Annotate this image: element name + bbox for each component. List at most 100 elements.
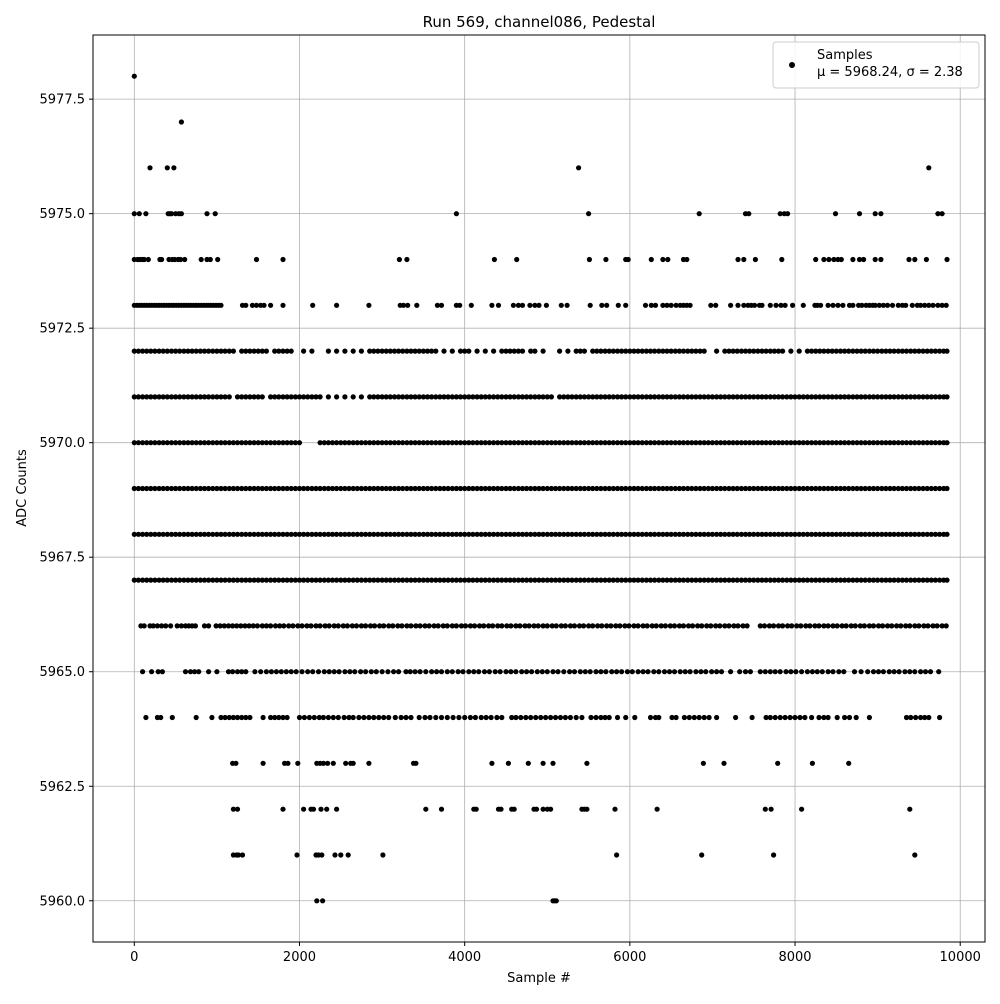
data-point bbox=[804, 394, 811, 400]
data-point bbox=[680, 577, 687, 583]
data-point bbox=[429, 485, 435, 492]
data-point bbox=[222, 440, 228, 446]
data-point bbox=[420, 440, 426, 446]
data-point bbox=[854, 485, 860, 492]
data-point bbox=[660, 485, 666, 492]
data-point bbox=[239, 348, 245, 354]
data-point bbox=[709, 669, 715, 675]
data-point bbox=[218, 577, 224, 583]
data-point bbox=[567, 669, 573, 675]
data-point bbox=[887, 485, 893, 492]
data-point bbox=[372, 623, 378, 629]
data-point bbox=[511, 577, 517, 583]
data-point bbox=[453, 577, 459, 583]
data-point bbox=[330, 760, 336, 766]
data-point bbox=[284, 348, 290, 354]
data-point bbox=[346, 531, 352, 537]
data-point bbox=[503, 348, 509, 354]
data-point bbox=[632, 714, 638, 721]
data-point bbox=[252, 669, 258, 675]
data-point bbox=[926, 302, 932, 308]
data-point bbox=[222, 714, 228, 721]
data-point bbox=[883, 348, 889, 354]
data-point bbox=[598, 714, 604, 721]
data-point bbox=[234, 623, 240, 629]
data-point bbox=[532, 394, 538, 400]
data-point bbox=[644, 623, 650, 629]
data-point bbox=[714, 669, 720, 675]
data-point bbox=[944, 348, 950, 354]
data-point bbox=[247, 394, 253, 400]
data-point bbox=[768, 806, 774, 812]
data-point bbox=[544, 623, 550, 629]
data-point bbox=[870, 623, 877, 629]
data-point bbox=[831, 256, 837, 263]
data-point bbox=[156, 577, 162, 583]
data-point bbox=[594, 440, 600, 446]
data-point bbox=[584, 760, 590, 766]
data-point bbox=[148, 440, 154, 446]
data-point bbox=[276, 348, 282, 354]
data-point bbox=[763, 531, 769, 537]
data-point bbox=[713, 623, 719, 629]
data-point bbox=[301, 714, 307, 721]
data-point bbox=[738, 348, 745, 354]
data-point bbox=[903, 623, 909, 629]
x-tick-label: 10000 bbox=[940, 950, 981, 965]
data-point bbox=[564, 302, 570, 308]
data-point bbox=[342, 348, 348, 354]
data-point bbox=[268, 531, 274, 537]
data-point bbox=[168, 394, 175, 400]
data-point bbox=[935, 302, 941, 308]
data-point bbox=[230, 485, 236, 492]
data-point bbox=[371, 577, 377, 583]
data-point bbox=[532, 485, 538, 492]
data-point bbox=[509, 714, 515, 721]
data-point bbox=[581, 348, 588, 354]
data-point bbox=[326, 669, 332, 675]
data-point bbox=[593, 714, 599, 721]
data-point bbox=[587, 669, 593, 675]
data-point bbox=[912, 394, 918, 400]
data-point bbox=[523, 714, 529, 721]
data-point bbox=[862, 440, 868, 446]
data-point bbox=[350, 440, 356, 446]
data-point bbox=[687, 302, 693, 308]
data-point bbox=[565, 348, 571, 354]
data-point bbox=[639, 348, 645, 354]
data-point bbox=[536, 531, 542, 537]
x-tick-label: 2000 bbox=[283, 950, 316, 965]
data-point bbox=[928, 440, 934, 446]
data-point bbox=[140, 394, 146, 400]
data-point bbox=[627, 348, 633, 354]
data-point bbox=[135, 348, 141, 354]
data-point bbox=[623, 302, 629, 308]
data-point bbox=[182, 669, 189, 675]
data-point bbox=[524, 669, 530, 675]
data-point bbox=[789, 623, 795, 629]
data-point bbox=[856, 256, 863, 263]
data-point bbox=[152, 531, 158, 537]
data-point bbox=[243, 669, 249, 675]
data-point bbox=[814, 669, 820, 675]
data-point bbox=[689, 577, 695, 583]
data-point bbox=[614, 394, 621, 400]
data-point bbox=[491, 440, 497, 446]
data-point bbox=[577, 531, 583, 537]
data-point bbox=[387, 348, 393, 354]
data-point bbox=[856, 211, 863, 217]
data-point bbox=[214, 394, 220, 400]
data-point bbox=[234, 577, 241, 583]
data-point bbox=[417, 669, 423, 675]
data-point bbox=[305, 485, 311, 492]
data-point bbox=[416, 348, 422, 354]
data-point bbox=[148, 577, 154, 583]
data-point bbox=[586, 623, 592, 629]
data-point bbox=[912, 256, 918, 263]
data-point bbox=[288, 577, 294, 583]
data-point bbox=[771, 440, 778, 446]
data-point bbox=[347, 669, 353, 675]
data-point bbox=[391, 440, 398, 446]
data-point bbox=[284, 714, 290, 721]
data-point bbox=[433, 714, 439, 721]
